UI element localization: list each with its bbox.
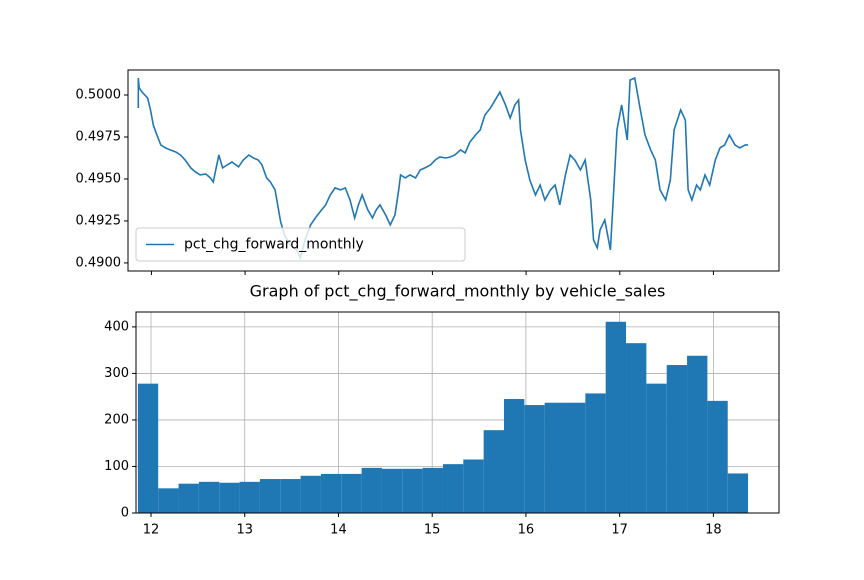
histogram-bar: [381, 468, 403, 513]
histogram-bar: [544, 402, 566, 513]
y-tick-label: 0.4900: [76, 255, 122, 270]
histogram-bar: [463, 459, 484, 513]
histogram-bar: [565, 402, 586, 513]
chart-title: Graph of pct_chg_forward_monthly by vehi…: [250, 282, 666, 302]
histogram-bar: [178, 483, 199, 513]
x-tick-label: 18: [705, 523, 722, 538]
x-tick-label: 16: [518, 523, 535, 538]
x-tick-label: 14: [330, 523, 347, 538]
y-tick-label: 0.4975: [76, 130, 122, 145]
axes-frame: [127, 69, 780, 272]
y-tick-label: 300: [104, 366, 129, 381]
histogram-bar: [137, 383, 159, 513]
axes-frame: [135, 311, 780, 514]
histogram-bar: [585, 393, 606, 513]
histogram-bar: [300, 475, 321, 513]
histogram-bar: [524, 405, 545, 513]
histogram-bar: [727, 473, 749, 513]
y-tick-label: 0.5000: [76, 88, 122, 103]
histogram-bar: [707, 400, 728, 513]
histogram-bar: [422, 467, 443, 513]
histogram-bar: [626, 343, 647, 513]
histogram-bar: [158, 488, 179, 513]
histogram-bar: [483, 430, 504, 513]
x-tick-label: 17: [611, 523, 628, 538]
y-tick-label: 0.4950: [76, 171, 122, 186]
histogram-bar: [402, 468, 423, 513]
histogram-bar: [646, 383, 667, 513]
histogram-bar: [239, 481, 260, 513]
x-tick-label: 12: [143, 523, 160, 538]
histogram-bar: [259, 479, 281, 513]
y-tick-label: 400: [104, 319, 129, 334]
histogram-bar: [280, 479, 301, 513]
histogram-bar: [219, 482, 240, 513]
y-tick-label: 0: [121, 506, 129, 521]
histogram-bar: [198, 481, 220, 513]
data-line: [137, 76, 749, 261]
legend-label: pct_chg_forward_monthly: [184, 237, 364, 253]
histogram-bar: [341, 473, 362, 513]
x-tick-label: 15: [424, 523, 441, 538]
legend-box: [135, 227, 466, 262]
histogram-bar: [605, 321, 627, 513]
histogram-bar: [666, 365, 688, 513]
histogram-bar: [442, 464, 464, 513]
y-tick-label: 100: [104, 459, 129, 474]
histogram-bar: [361, 467, 382, 513]
histogram-bar: [320, 473, 342, 513]
y-tick-label: 0.4925: [76, 213, 122, 228]
x-tick-label: 13: [236, 523, 253, 538]
histogram-bar: [687, 355, 708, 513]
histogram-bar: [503, 399, 525, 513]
y-tick-label: 200: [104, 412, 129, 427]
